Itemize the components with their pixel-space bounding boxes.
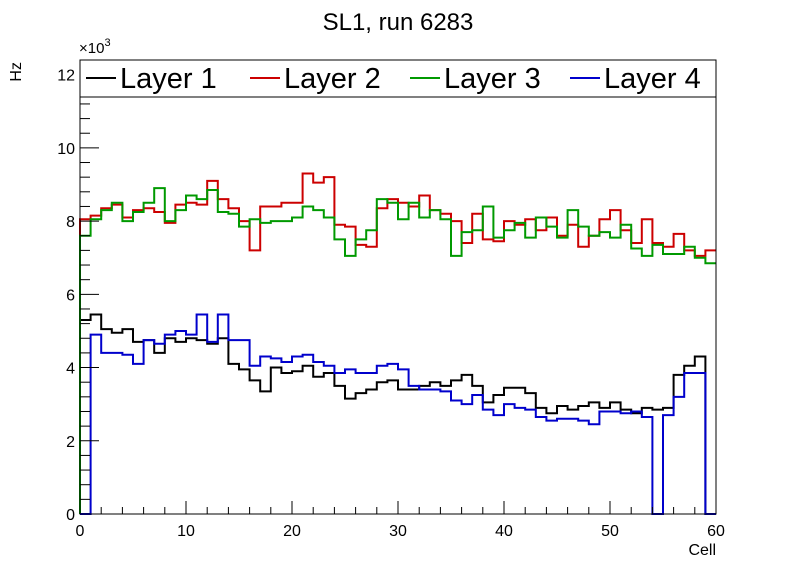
y-axis-exponent-base: ×10 bbox=[79, 40, 104, 57]
x-tick-label: 50 bbox=[601, 523, 619, 540]
y-tick-label: 6 bbox=[66, 287, 75, 304]
x-tick-label: 40 bbox=[495, 523, 513, 540]
chart-title: SL1, run 6283 bbox=[323, 9, 474, 36]
legend-label: Layer 3 bbox=[444, 63, 541, 95]
y-tick-labels-group: 0 2 4 6 8 10 12 bbox=[57, 68, 75, 524]
legend-label: Layer 4 bbox=[604, 63, 701, 95]
series-line-layer-4 bbox=[80, 313, 716, 515]
plot-series-group bbox=[79, 172, 716, 515]
legend-entry-layer-2: Layer 2 bbox=[250, 63, 381, 95]
x-tick-label: 20 bbox=[283, 523, 301, 540]
y-tick-label: 4 bbox=[66, 361, 75, 378]
x-tick-labels-group: 0 10 20 30 40 50 60 bbox=[76, 523, 725, 540]
legend-entry-layer-1: Layer 1 bbox=[86, 63, 217, 95]
legend-label: Layer 2 bbox=[284, 63, 381, 95]
x-tick-label: 60 bbox=[707, 523, 725, 540]
y-axis-exponent-power: 3 bbox=[104, 37, 110, 49]
x-axis-label: Cell bbox=[688, 542, 716, 559]
y-axis-label: Hz bbox=[8, 62, 25, 82]
legend-box bbox=[79, 59, 717, 98]
series-line-layer-3 bbox=[79, 187, 716, 514]
y-tick-label: 10 bbox=[57, 141, 75, 158]
y-axis-exponent: ×103 bbox=[79, 37, 111, 57]
legend-entry-layer-3: Layer 3 bbox=[410, 63, 541, 95]
y-tick-label: 2 bbox=[66, 434, 75, 451]
x-tick-label: 10 bbox=[177, 523, 195, 540]
y-tick-label: 0 bbox=[66, 507, 75, 524]
x-tick-label: 0 bbox=[76, 523, 85, 540]
legend: Layer 1 Layer 2 Layer 3 Layer 4 bbox=[79, 59, 717, 98]
legend-label: Layer 1 bbox=[120, 63, 217, 95]
axis-ticks-group bbox=[79, 59, 717, 515]
y-tick-label: 8 bbox=[66, 214, 75, 231]
series-line-layer-1 bbox=[79, 313, 716, 515]
x-tick-label: 30 bbox=[389, 523, 407, 540]
legend-entry-layer-4: Layer 4 bbox=[570, 63, 701, 95]
legend-entries-group: Layer 1 Layer 2 Layer 3 Layer 4 bbox=[86, 63, 701, 95]
y-tick-label: 12 bbox=[57, 68, 75, 85]
